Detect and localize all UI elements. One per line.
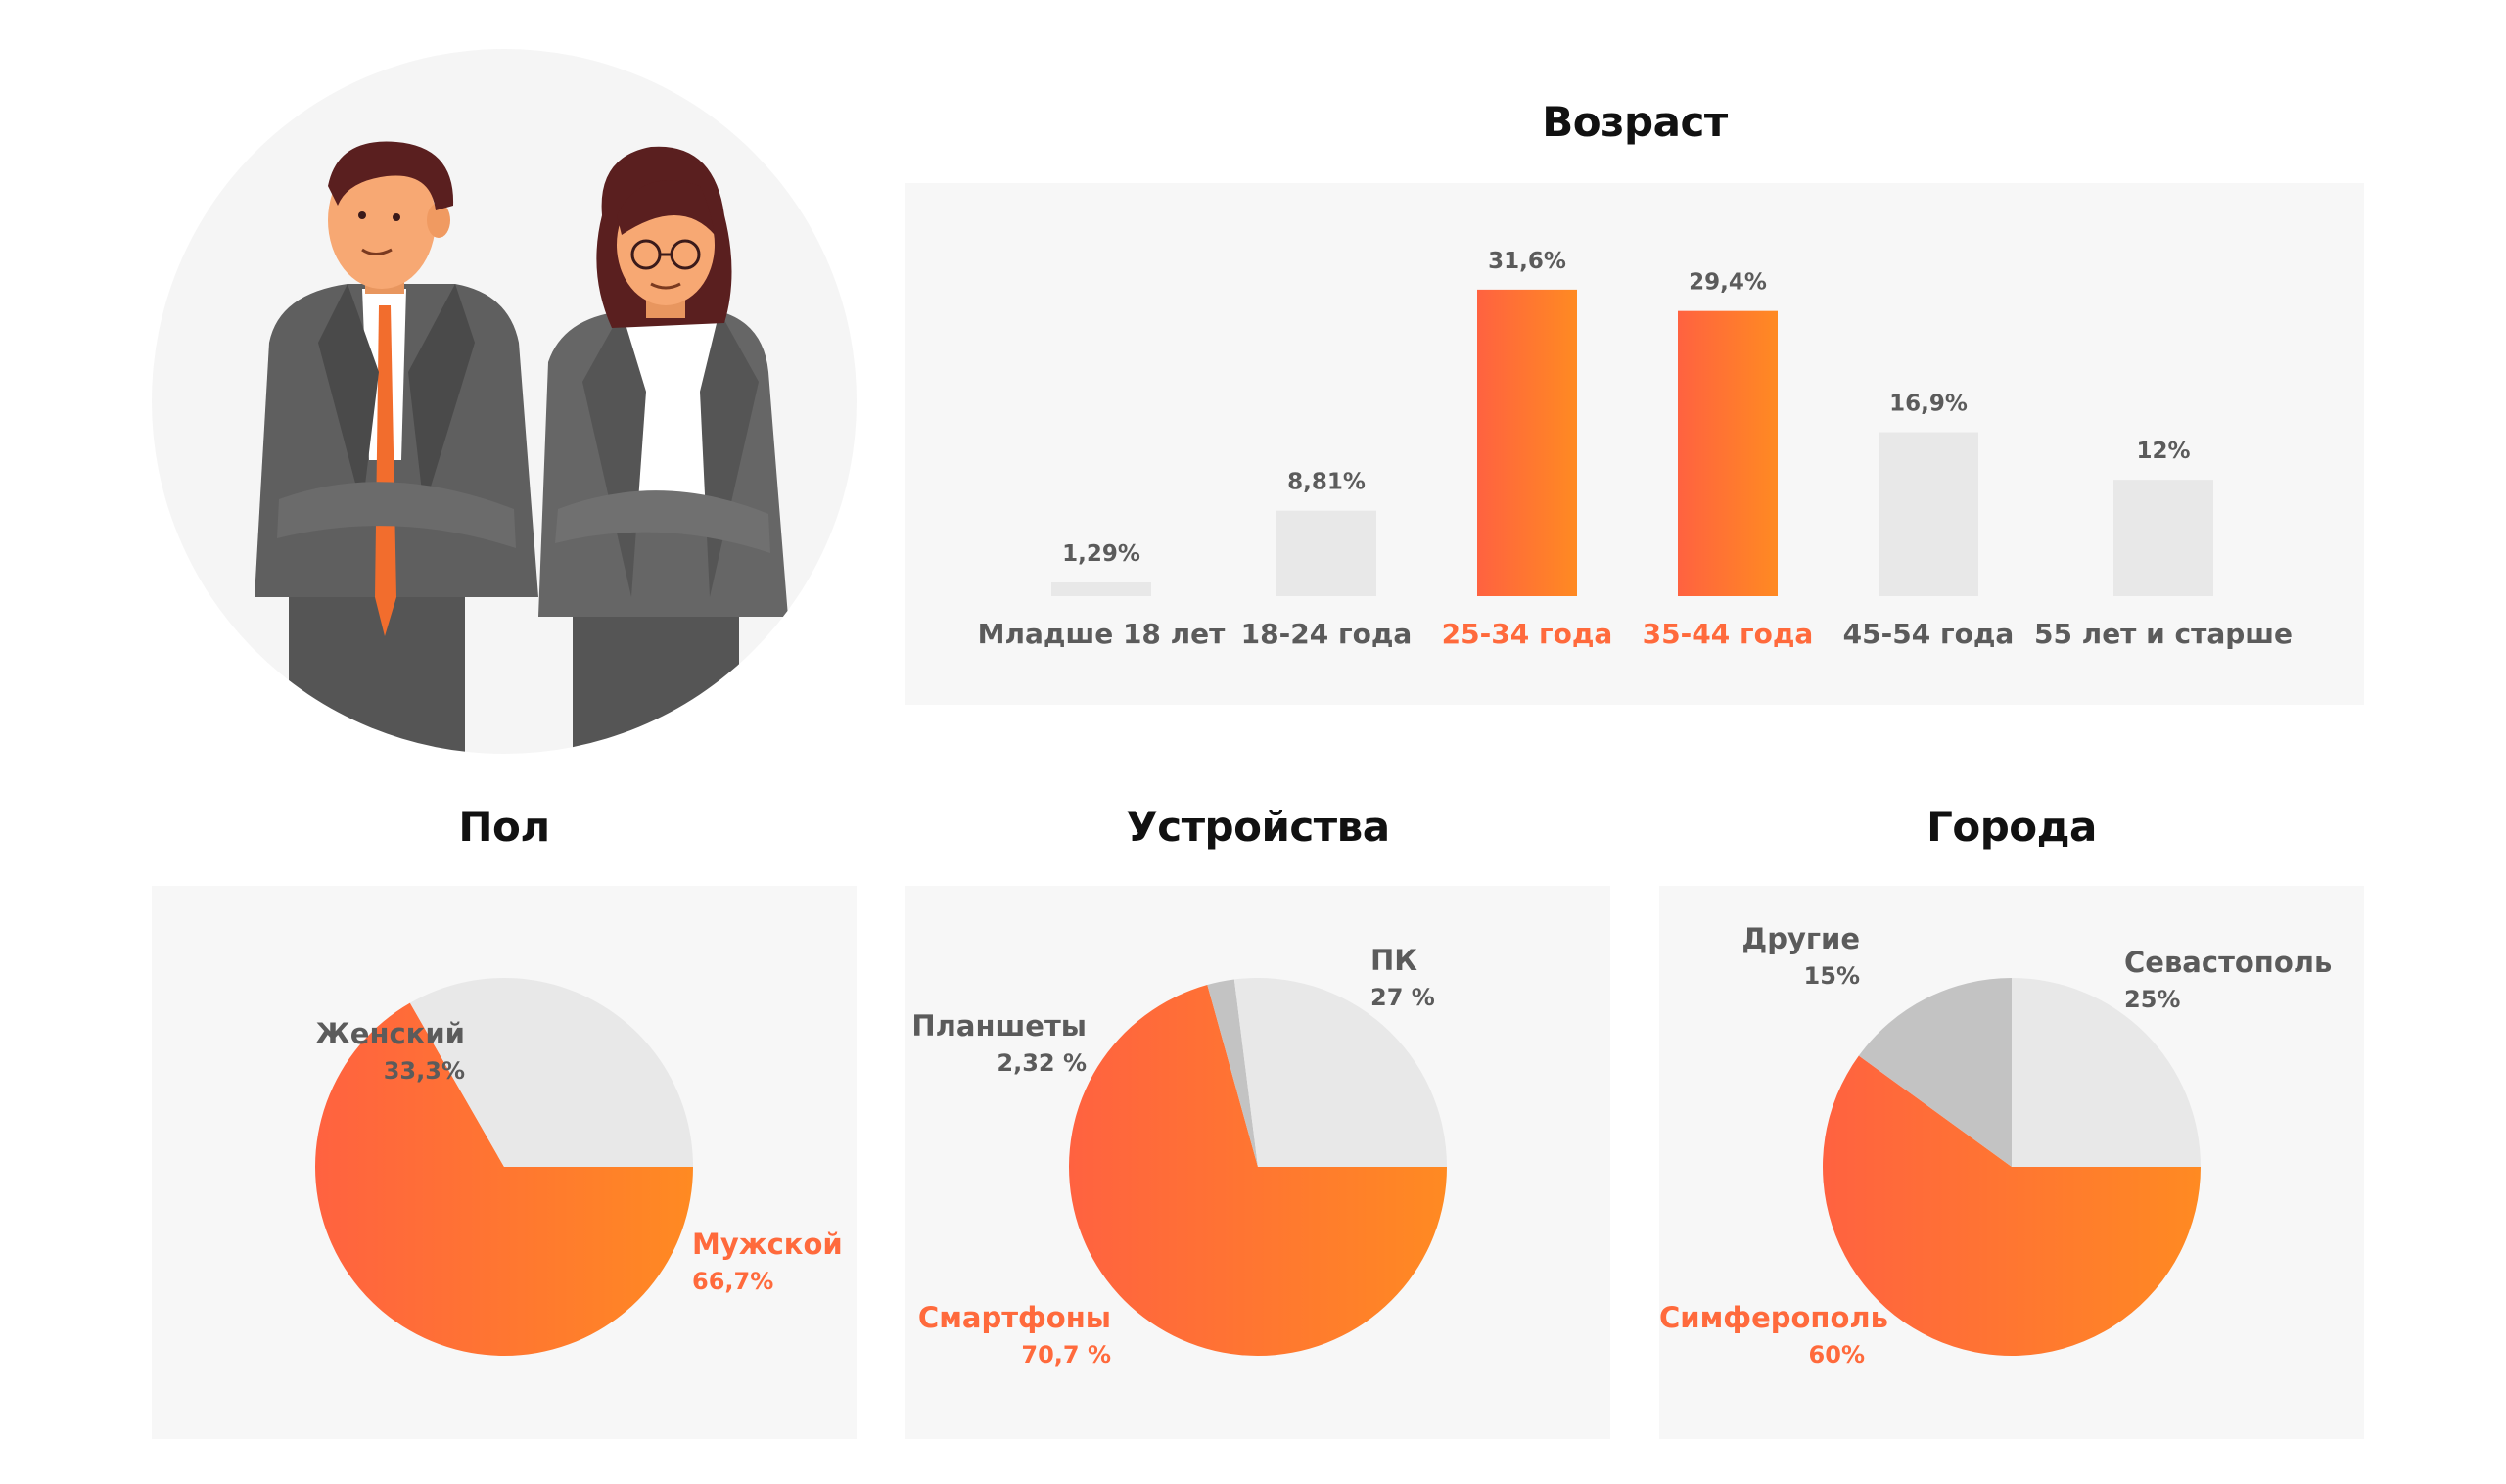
devices-title: Устройства xyxy=(1126,803,1390,851)
age-bar-chart: 1,29% Младше 18 лет 8,81% 18-24 года 31,6% 25… xyxy=(978,249,2293,650)
category-label: 35-44 года xyxy=(1643,618,1814,650)
woman-figure xyxy=(538,146,788,754)
age-chart-panel: 1,29% Младше 18 лет 8,81% 18-24 года 31,6% 25… xyxy=(905,183,2364,705)
bar xyxy=(1477,289,1577,596)
bar-value-label: 29,4% xyxy=(1689,270,1767,296)
bar-value-label: 8,81% xyxy=(1287,470,1366,495)
gender-title: Пол xyxy=(458,803,550,851)
pie-slice xyxy=(2012,978,2201,1167)
bar-value-label: 31,6% xyxy=(1488,249,1566,274)
two-business-people-icon xyxy=(255,141,788,754)
slice-value: 60% xyxy=(1808,1341,1865,1369)
category-label: 55 лет и старше xyxy=(2034,618,2293,650)
man-figure xyxy=(255,141,538,754)
cities-pie-chart xyxy=(1823,978,2201,1356)
pie-slice xyxy=(1069,985,1447,1356)
slice-name: Мужской xyxy=(692,1228,843,1261)
slice-name: Смартфоны xyxy=(917,1301,1111,1334)
pie-slice xyxy=(1233,978,1447,1167)
category-label: Младше 18 лет xyxy=(978,618,1227,650)
cities-chart-panel: Севастополь 25% Другие 15% Симферополь 6… xyxy=(1659,886,2364,1439)
business-people-illustration xyxy=(152,49,857,754)
bar-value-label: 12% xyxy=(2136,439,2190,464)
slice-name: Севастополь xyxy=(2124,946,2333,979)
category-label: 45-54 года xyxy=(1843,618,2015,650)
slice-name: Планшеты xyxy=(911,1009,1087,1043)
bar-value-label: 1,29% xyxy=(1062,541,1140,567)
category-label: 18-24 года xyxy=(1241,618,1413,650)
category-label: 25-34 года xyxy=(1442,618,1613,650)
slice-label-male: Мужской 66,7% xyxy=(692,1224,843,1299)
gender-chart-panel: Женский 33,3% Мужской 66,7% xyxy=(152,886,857,1439)
slice-name: Другие xyxy=(1741,922,1860,955)
bar-value-label: 16,9% xyxy=(1889,392,1968,417)
bar xyxy=(1051,582,1151,596)
pie-slice xyxy=(1823,1055,2201,1356)
pie-slice xyxy=(314,1002,693,1356)
pie-slice xyxy=(409,978,693,1167)
devices-chart-panel: ПК 27 % Планшеты 2,32 % Смартфоны 70,7 % xyxy=(905,886,1610,1439)
slice-label-smartphones: Смартфоны 70,7 % xyxy=(905,1297,1111,1372)
slice-label-others: Другие 15% xyxy=(1659,918,1860,994)
slice-value: 70,7 % xyxy=(1021,1341,1111,1369)
bar xyxy=(1276,510,1376,596)
slice-name: Женский xyxy=(315,1017,465,1050)
slice-value: 15% xyxy=(1803,962,1860,991)
pie-slice xyxy=(1207,979,1258,1167)
slice-value: 27 % xyxy=(1370,984,1435,1012)
slice-value: 25% xyxy=(2124,986,2181,1014)
slice-label-sevastopol: Севастополь 25% xyxy=(2124,942,2332,1017)
devices-pie-chart xyxy=(1069,978,1447,1356)
gender-pie-chart xyxy=(314,978,693,1356)
pie-slice xyxy=(1858,978,2012,1167)
slice-name: ПК xyxy=(1370,944,1417,977)
bar xyxy=(1678,310,1778,596)
cities-title: Города xyxy=(1926,803,2097,851)
slice-label-tablets: Планшеты 2,32 % xyxy=(905,1005,1087,1081)
age-title: Возраст xyxy=(1542,98,1728,146)
bar xyxy=(1879,432,1978,596)
slice-value: 66,7% xyxy=(692,1268,774,1296)
slice-label-pc: ПК 27 % xyxy=(1370,940,1435,1015)
slice-label-simferopol: Симферополь 60% xyxy=(1659,1297,1888,1372)
bar xyxy=(2113,480,2213,596)
slice-value: 2,32 % xyxy=(997,1049,1087,1078)
slice-value: 33,3% xyxy=(383,1057,465,1086)
slice-name: Симферополь xyxy=(1659,1301,1888,1334)
slice-label-female: Женский 33,3% xyxy=(181,1013,465,1089)
